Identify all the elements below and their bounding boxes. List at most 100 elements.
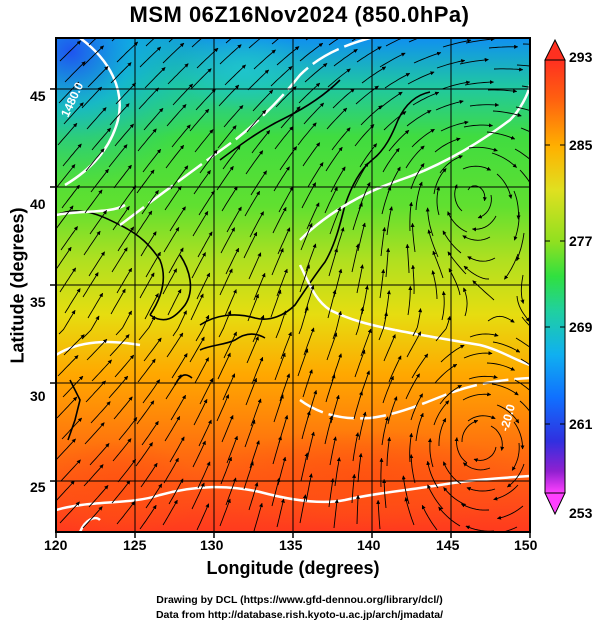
streamline-arrow — [167, 288, 182, 316]
streamline-arrow — [355, 306, 365, 336]
streamline-arrow — [410, 393, 423, 421]
streamline-arrow — [218, 310, 232, 338]
streamline-arrow — [135, 210, 153, 236]
streamline-arrow — [116, 267, 133, 294]
streamline-arrow — [469, 102, 500, 107]
streamline-arrow — [64, 61, 86, 83]
x-tick-140: 140 — [357, 537, 381, 553]
streamline-arrow — [88, 251, 105, 277]
colorbar-label-293: 293 — [569, 49, 593, 65]
streamline-arrow — [356, 46, 382, 63]
streamline-arrow — [412, 91, 440, 106]
streamline-arrow — [359, 143, 378, 168]
streamline-arrow — [109, 334, 130, 357]
streamline-arrow — [56, 164, 76, 188]
streamline-arrow — [63, 102, 84, 125]
streamline-arrow — [516, 64, 530, 67]
streamline-arrow — [162, 499, 178, 526]
streamline-arrow — [491, 383, 519, 396]
streamline-arrow — [114, 354, 135, 378]
streamline-arrow — [513, 421, 525, 450]
streamline-arrow — [245, 150, 264, 175]
streamline-arrow — [425, 207, 434, 237]
streamline-arrow — [497, 505, 524, 520]
streamline-arrow — [145, 38, 156, 47]
streamline-arrow — [378, 311, 389, 341]
streamline-arrow — [386, 206, 393, 236]
streamline-arrow — [195, 314, 210, 342]
streamline-arrow — [172, 83, 194, 106]
streamline-arrow — [300, 223, 313, 251]
streamline-arrow — [81, 315, 100, 340]
streamline-arrow — [327, 289, 337, 319]
streamline-arrow — [171, 353, 188, 379]
streamline-arrow — [136, 400, 155, 425]
y-tick-40: 40 — [30, 196, 46, 212]
streamline-arrow — [144, 67, 166, 89]
streamline-arrow — [272, 435, 282, 465]
streamline-arrow — [244, 419, 256, 448]
streamline-arrow — [246, 109, 267, 133]
streamline-arrow — [164, 415, 181, 442]
streamline-arrow — [116, 501, 136, 525]
streamline-arrow — [515, 337, 530, 348]
streamline-arrow — [439, 384, 462, 405]
streamline-arrow — [488, 44, 519, 49]
streamline-arrow — [196, 503, 210, 531]
streamline-arrow — [492, 341, 521, 353]
streamline-arrow — [464, 80, 495, 86]
streamline-arrow — [198, 190, 215, 216]
streamline-arrow — [406, 331, 422, 358]
streamline-arrow — [504, 253, 519, 280]
streamline-arrow — [379, 52, 406, 68]
colorbar-label-253: 253 — [569, 505, 593, 521]
streamline-arrow — [360, 105, 383, 126]
streamline-arrow — [117, 226, 135, 252]
streamline-arrow — [172, 310, 187, 337]
streamline-arrow — [191, 38, 203, 48]
streamline-arrow — [135, 442, 153, 467]
streamline-arrow — [441, 80, 471, 90]
streamline-arrow — [379, 457, 384, 488]
streamline-arrow — [410, 222, 416, 253]
streamline-arrow — [225, 247, 240, 275]
streamline-arrow — [387, 396, 398, 425]
streamline-arrow — [167, 63, 189, 85]
streamline-arrow — [58, 309, 76, 335]
streamline-arrow — [468, 146, 498, 152]
streamline-arrow — [244, 190, 261, 217]
streamline-arrow — [243, 231, 258, 259]
y-tick-25: 25 — [30, 479, 46, 495]
streamline-arrow — [333, 48, 358, 67]
streamline-arrow — [81, 86, 103, 109]
streamline-arrow — [386, 436, 392, 467]
streamline-arrow — [405, 373, 420, 400]
streamline-arrow — [246, 336, 259, 364]
streamline-arrow — [171, 124, 191, 148]
streamline-arrow — [109, 103, 130, 126]
streamline-arrow — [330, 166, 346, 193]
chart-title: MSM 06Z16Nov2024 (850.0hPa) — [129, 2, 470, 27]
streamline-arrow — [328, 38, 340, 46]
streamline-arrow — [279, 146, 298, 171]
streamline-arrow — [221, 415, 234, 443]
streamline-arrow — [113, 396, 133, 420]
streamline-arrow — [197, 231, 213, 258]
colorbar-label-277: 277 — [569, 233, 593, 249]
colorbar-label-285: 285 — [569, 137, 593, 153]
streamline-arrow — [521, 316, 530, 327]
streamline-arrow — [511, 442, 520, 471]
streamline-arrow — [407, 285, 413, 316]
streamline-arrow — [298, 82, 321, 104]
streamline-arrow — [421, 504, 438, 531]
streamline-arrow — [141, 420, 159, 446]
streamline-arrow — [302, 142, 321, 167]
streamline-arrow — [324, 186, 338, 214]
streamline-arrow — [85, 148, 105, 172]
streamline-arrow — [487, 315, 515, 323]
streamline-arrow — [61, 184, 80, 209]
streamline-arrow — [164, 185, 182, 211]
streamline-arrow — [220, 227, 235, 254]
streamline-arrow — [357, 453, 363, 483]
streamline-arrow — [59, 267, 77, 293]
